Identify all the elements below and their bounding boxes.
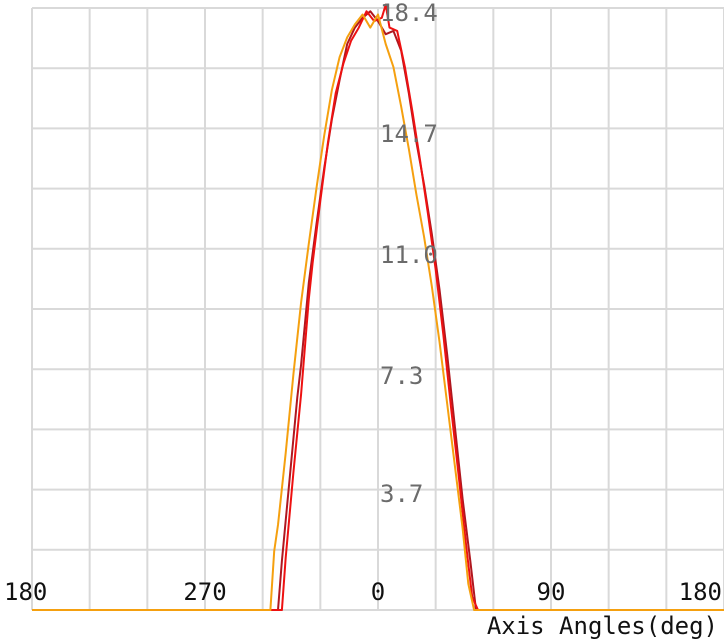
- x-tick-labels: 180 270 0 90 180: [4, 578, 722, 606]
- y-tick-label: 18.4: [380, 0, 438, 27]
- x-tick-label: 270: [183, 578, 226, 606]
- y-tick-label: 7.3: [380, 362, 423, 390]
- series-line-1: [32, 10, 724, 611]
- x-tick-label: 90: [537, 578, 566, 606]
- gridlines: [31, 7, 724, 611]
- x-tick-label: 180: [679, 578, 722, 606]
- x-tick-label: 0: [371, 578, 385, 606]
- y-tick-labels: 3.7 7.3 11.0 14.7 18.4: [380, 0, 438, 508]
- y-tick-label: 3.7: [380, 480, 423, 508]
- series-lines: [32, 3, 724, 611]
- x-axis-title: Axis Angles(deg): [487, 612, 718, 640]
- y-tick-label: 14.7: [380, 120, 438, 148]
- series-line-3: [32, 13, 724, 611]
- y-tick-label: 11.0: [380, 241, 438, 269]
- series-line-2: [32, 3, 724, 611]
- x-tick-label: 180: [4, 578, 47, 606]
